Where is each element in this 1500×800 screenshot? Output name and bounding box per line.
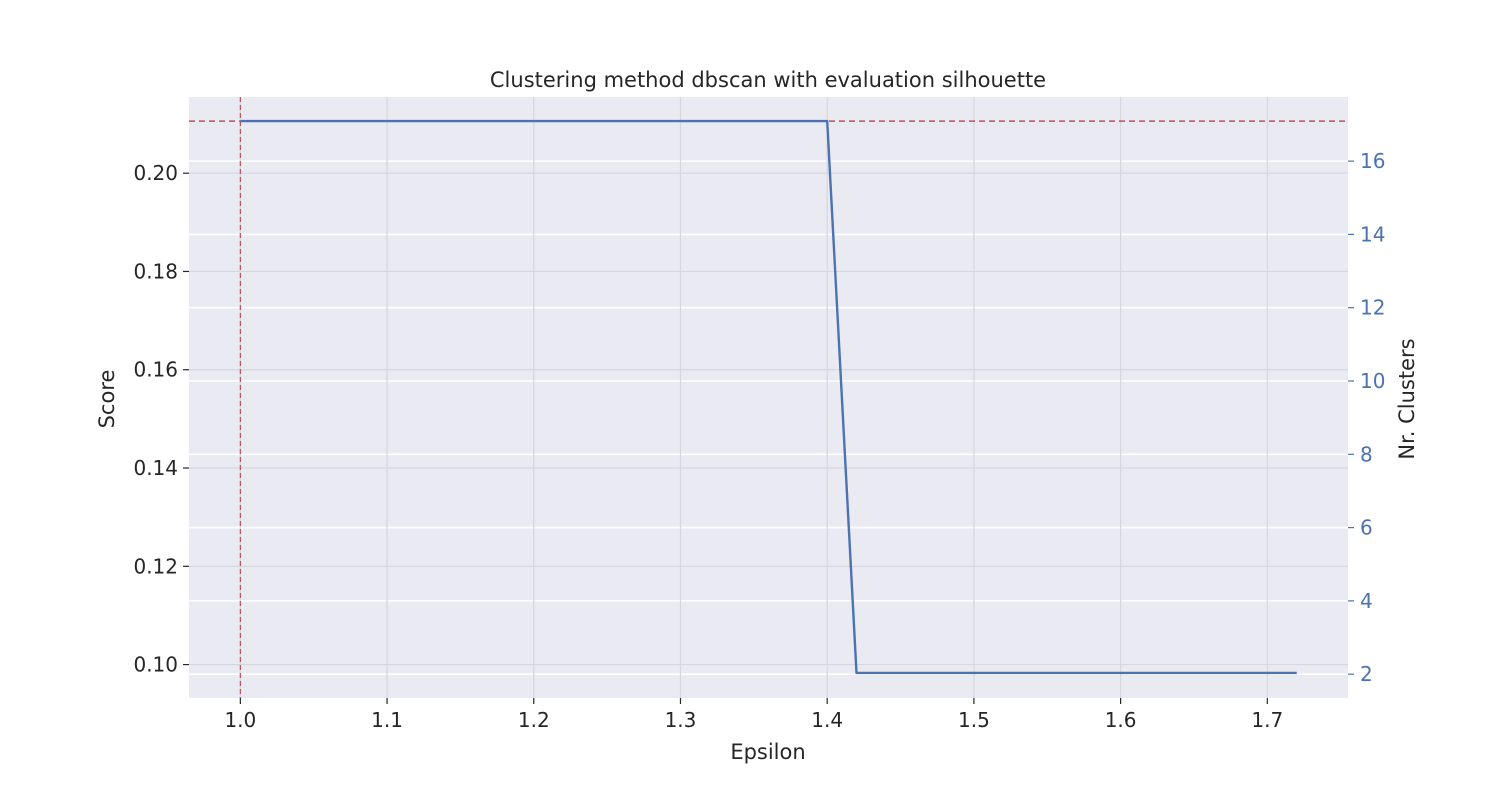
y-tick-label: 0.18 — [133, 259, 178, 283]
y2-tick-label: 6 — [1360, 516, 1373, 540]
y-tick-label: 0.20 — [133, 161, 178, 185]
y2-axis-title: Nr. Clusters — [1395, 338, 1419, 459]
right-axis-ticks: 2 4 6 8 10 12 14 16 — [1348, 149, 1385, 686]
y2-tick-label: 12 — [1360, 296, 1385, 320]
y2-tick-label: 4 — [1360, 589, 1373, 613]
x-tick-label: 1.6 — [1105, 708, 1137, 732]
x-axis-title: Epsilon — [730, 740, 805, 764]
x-tick-label: 1.4 — [811, 708, 843, 732]
score-series-line — [240, 119, 1297, 675]
y2-tick-label: 8 — [1360, 442, 1373, 466]
chart-title: Clustering method dbscan with evaluation… — [490, 68, 1046, 92]
y-axis-title: Score — [95, 370, 119, 429]
x-tick-label: 1.3 — [665, 708, 697, 732]
y-tick-label: 0.14 — [133, 456, 178, 480]
y2-tick-label: 16 — [1360, 149, 1385, 173]
x-tick-label: 1.2 — [518, 708, 550, 732]
y2-tick-label: 2 — [1360, 662, 1373, 686]
series-layer — [240, 119, 1297, 675]
y-tick-label: 0.10 — [133, 653, 178, 677]
x-tick-label: 1.1 — [371, 708, 403, 732]
left-axis-ticks: 0.10 0.12 0.14 0.16 0.18 0.20 — [133, 161, 189, 677]
y-tick-label: 0.12 — [133, 554, 178, 578]
left-axis-gridlines — [189, 172, 1348, 666]
x-tick-label: 1.0 — [224, 708, 256, 732]
x-tick-label: 1.5 — [958, 708, 990, 732]
y-tick-label: 0.16 — [133, 358, 178, 382]
plot-area — [189, 97, 1348, 698]
y2-tick-label: 14 — [1360, 222, 1385, 246]
right-axis-gridlines — [189, 160, 1348, 675]
x-tick-label: 1.7 — [1251, 708, 1283, 732]
x-axis-ticks: 1.0 1.1 1.2 1.3 1.4 1.5 1.6 1.7 — [224, 698, 1283, 732]
y2-tick-label: 10 — [1360, 369, 1385, 393]
